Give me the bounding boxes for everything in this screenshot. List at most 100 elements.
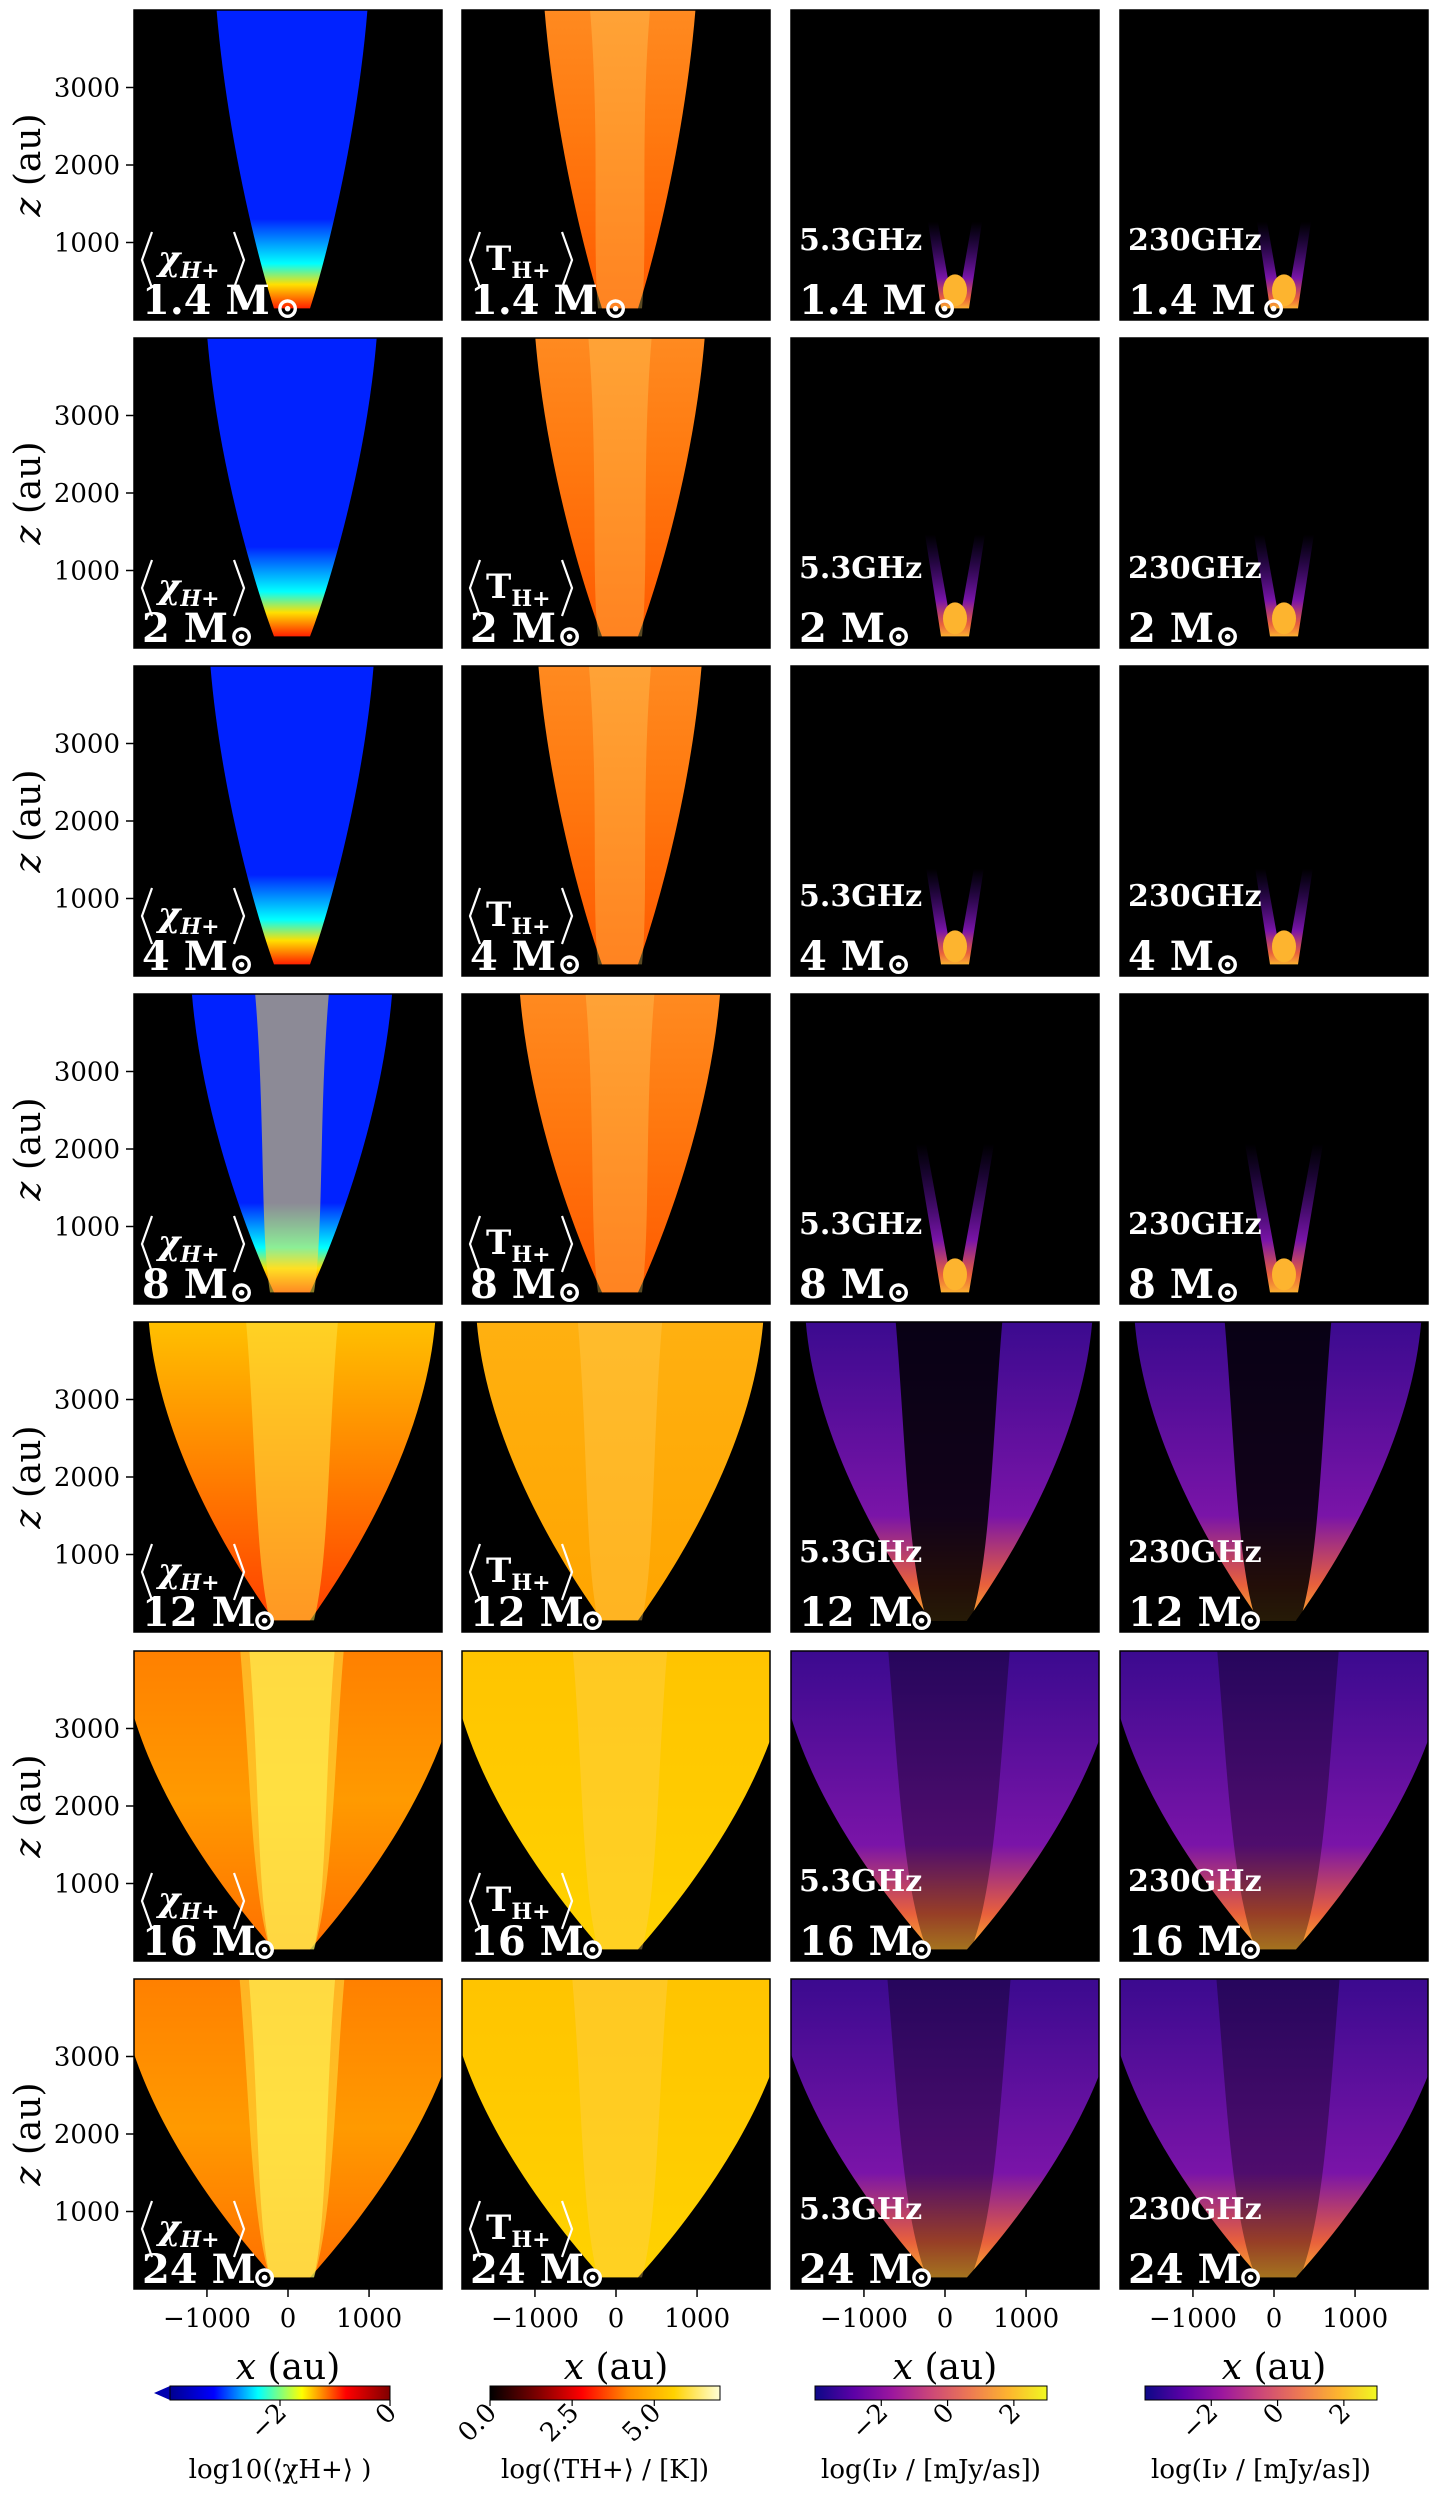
solar-mass-symbol: ⊙	[603, 291, 628, 326]
solar-mass-symbol: ⊙	[1215, 947, 1240, 982]
mass-label: 24 M	[799, 2246, 913, 2293]
jet-cone	[216, 10, 368, 309]
mass-label: 1.4 M	[799, 277, 927, 324]
panel-temp-row-5: TH+16 M⊙	[461, 1650, 771, 1967]
bracket-right	[560, 2200, 574, 2258]
colorbar-tick-label: 0	[1258, 2398, 1291, 2431]
bracket-left	[468, 231, 482, 289]
colorbar-gradient	[1144, 2385, 1378, 2401]
panel-temp-row-4: TH+12 M⊙	[461, 1321, 771, 1638]
bracket-left	[468, 1543, 482, 1601]
quantity-subscript: H+	[511, 1242, 550, 1268]
panel-frame	[790, 9, 1100, 321]
frequency-label: 230GHz	[1128, 2192, 1262, 2227]
x-axis-col-1: −1000 0 1000 x (au)	[491, 2289, 730, 2388]
jet-emission	[791, 1979, 1099, 2278]
quantity-subscript: H+	[511, 258, 550, 284]
y-tick-label: 2000	[54, 151, 120, 181]
x-tick-label: −1000	[1149, 2304, 1237, 2334]
solar-mass-symbol: ⊙	[1215, 619, 1240, 654]
colorbar-i53: −2 0 2 log(Iν / [mJy/as])	[814, 2385, 1048, 2485]
jet-cavity	[895, 1322, 1003, 1621]
jet-cone	[535, 338, 705, 637]
colorbar-tick-label: 2.5	[535, 2398, 585, 2448]
panel-i53-row-3: 5.3GHz 8 M ⊙	[790, 993, 1100, 1310]
bracket-right	[232, 559, 246, 617]
y-tick-label: 3000	[54, 730, 120, 760]
y-tick-label: 1000	[54, 557, 120, 587]
x-axis-col-0: −1000 0 1000 x (au)	[163, 2289, 402, 2388]
bracket-right	[232, 1872, 246, 1930]
y-tick-label: 3000	[54, 402, 120, 432]
colorbars: −2 0 log10(⟨χH+⟩ ) 0.0 2.5 5.0 log(⟨TH+⟩ / [K]…	[154, 2385, 1378, 2485]
mass-label: 8 M	[470, 1261, 556, 1308]
panel-i230-row-0: 230GHz 1.4 M ⊙	[1119, 9, 1429, 326]
jet-base-emission	[1272, 602, 1296, 635]
panel-chi-row-4: χH+12 M⊙	[133, 1321, 443, 1638]
y-tick-label: 1000	[54, 229, 120, 259]
y-axis-label: z (au)	[8, 113, 49, 217]
frequency-label: 230GHz	[1128, 1535, 1262, 1570]
bracket-right	[232, 1543, 246, 1601]
mass-label: 16 M	[1128, 1918, 1242, 1965]
bracket-right	[560, 887, 574, 945]
panel-temp-row-2: TH+4 M ⊙	[461, 665, 771, 982]
x-tick-label: 0	[1266, 2304, 1283, 2334]
panel-chi-row-1: χH+2 M ⊙	[133, 337, 443, 654]
bracket-left	[468, 559, 482, 617]
quantity-subscript: H+	[179, 586, 219, 612]
quantity-subscript: H+	[511, 1899, 550, 1925]
y-tick-label: 2000	[54, 807, 120, 837]
jet-cavity	[887, 1979, 1011, 2278]
jet-base-emission	[1272, 274, 1296, 307]
jet-emission	[791, 1651, 1099, 1950]
bracket-right	[560, 231, 574, 289]
panel-i230-row-3: 230GHz 8 M ⊙	[1119, 993, 1429, 1310]
panel-frame	[461, 9, 771, 321]
panel-temp-row-0: TH+1.4 M ⊙	[461, 9, 771, 326]
y-tick-label: 2000	[54, 2120, 120, 2150]
panel-frame	[1119, 9, 1429, 321]
panel-temp-row-3: TH+8 M ⊙	[461, 993, 771, 1310]
jet-filament	[255, 994, 329, 1293]
jet-base-emission	[1272, 1258, 1296, 1291]
panel-frame	[461, 1321, 771, 1633]
y-tick-label: 2000	[54, 1135, 120, 1165]
jet-cone	[519, 994, 721, 1293]
bracket-left	[140, 559, 154, 617]
jet-cavity	[1217, 1651, 1339, 1950]
panel-frame	[1119, 1650, 1429, 1962]
frequency-label: 5.3GHz	[799, 2192, 922, 2227]
jet-emission	[1257, 221, 1311, 309]
bracket-right	[232, 231, 246, 289]
jet-cone	[462, 1979, 770, 2278]
panel-i230-row-6: 230GHz 24 M⊙	[1119, 1978, 1429, 2295]
panel-i53-row-5: 5.3GHz 16 M⊙	[790, 1650, 1100, 1967]
jet-cone	[210, 666, 374, 965]
y-tick-label: 1000	[54, 1213, 120, 1243]
colorbar-tick-label: −2	[245, 2398, 293, 2446]
x-tick-label: −1000	[491, 2304, 579, 2334]
jet-filament	[246, 1322, 338, 1621]
quantity-subscript: H+	[511, 2227, 550, 2253]
jet-emission	[1254, 534, 1314, 637]
frequency-label: 5.3GHz	[799, 1864, 922, 1899]
x-axes: −1000 0 1000 x (au) −1000 0 1000 x (au) −1000 0 10…	[163, 2289, 1388, 2388]
panel-frame	[790, 337, 1100, 649]
bracket-right	[232, 887, 246, 945]
panel-frame	[1119, 665, 1429, 977]
panel-i230-row-2: 230GHz 4 M ⊙	[1119, 665, 1429, 982]
jet-base-emission	[943, 1258, 967, 1291]
panel-i53-row-2: 5.3GHz 4 M ⊙	[790, 665, 1100, 982]
quantity-subscript: H+	[511, 1570, 550, 1596]
mass-label: 12 M	[142, 1589, 256, 1636]
panel-i230-row-5: 230GHz 16 M⊙	[1119, 1650, 1429, 1967]
panel-i53-row-4: 5.3GHz 12 M⊙	[790, 1321, 1100, 1638]
panel-chi-row-2: χH+4 M ⊙	[133, 665, 443, 982]
colorbar-tick-label: 5.0	[617, 2398, 667, 2448]
panel-i230-row-4: 230GHz 12 M⊙	[1119, 1321, 1429, 1638]
